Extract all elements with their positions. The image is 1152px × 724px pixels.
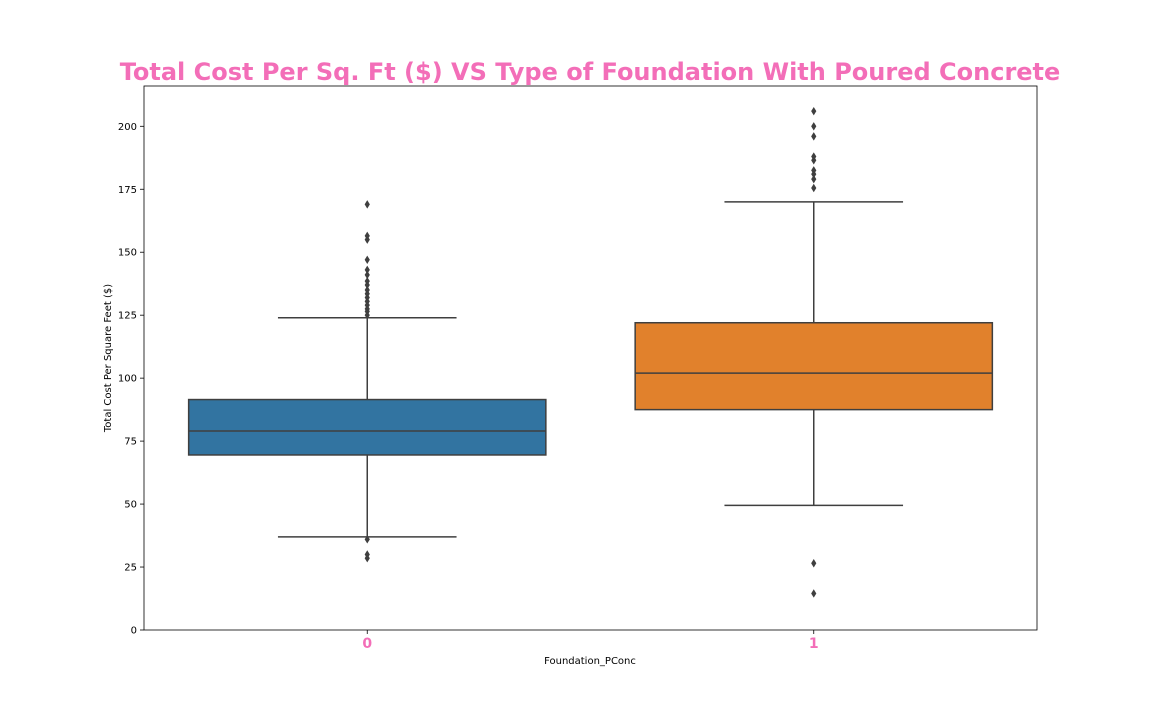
y-axis: 0 25 50 75 100 125 150 175 200 [118,122,144,637]
outlier-point [364,285,370,295]
y-axis-label: Total Cost Per Square Feet ($) [103,284,114,433]
y-tick-label: 175 [118,185,137,196]
outlier-point [364,535,370,544]
y-tick-label: 0 [131,626,137,637]
y-tick-label: 150 [118,248,137,259]
outlier-point [811,122,817,131]
outlier-point [811,174,817,184]
outlier-point [811,152,817,161]
y-tick-label: 25 [124,563,137,574]
outlier-point [811,183,817,193]
outlier-point [364,231,370,241]
y-tick-label: 75 [124,437,137,448]
x-tick-label: 0 [362,636,372,652]
plot-area [187,106,994,598]
outlier-point [364,550,370,559]
plot-frame [143,85,1038,631]
y-tick-label: 100 [118,374,137,385]
outlier-point [811,132,817,141]
outlier-point [364,276,370,286]
y-tick-label: 50 [124,500,137,511]
outlier-point [811,559,817,568]
outlier-point [364,200,370,209]
chart-title: Total Cost Per Sq. Ft ($) VS Type of Fou… [120,58,1061,86]
y-tick-label: 200 [118,122,137,133]
x-tick-label: 1 [809,636,819,652]
outlier-point [811,106,817,116]
box-group-0 [187,200,547,563]
outlier-point [811,166,817,175]
outlier-point [364,270,370,280]
outlier-point [364,265,370,275]
y-tick-label: 125 [118,311,137,322]
iqr-box [187,398,547,456]
outlier-point [364,255,370,264]
box-group-1 [634,106,994,598]
outlier-point [811,589,817,598]
iqr-box [634,321,994,411]
x-axis-label: Foundation_PConc [544,656,636,667]
